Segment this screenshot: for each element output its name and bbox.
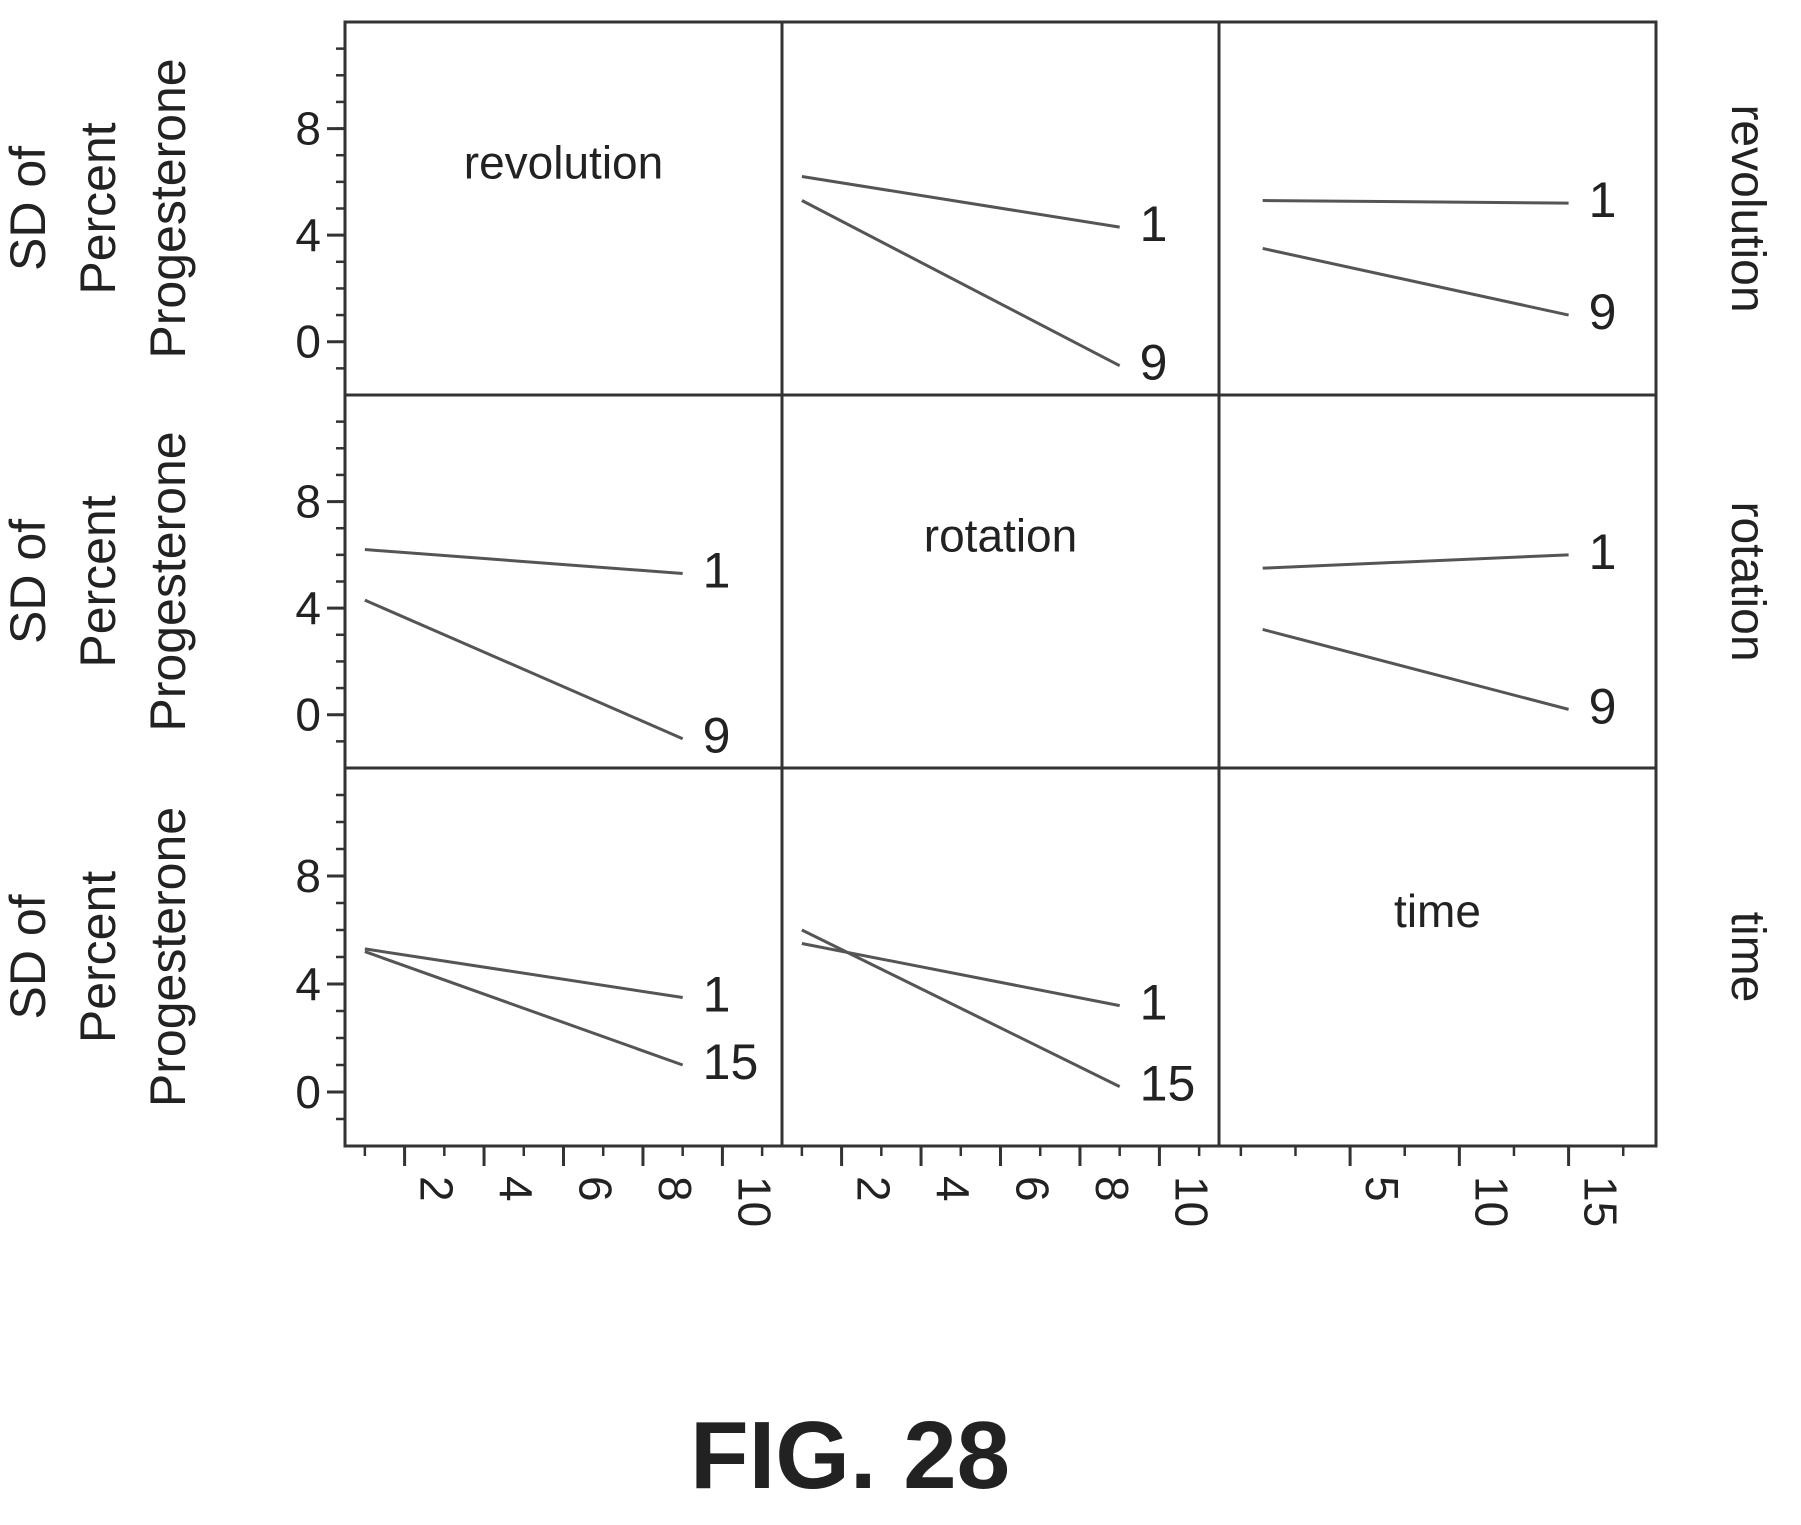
y-tick-label: 0: [295, 316, 321, 368]
panel-frame: [780, 393, 1221, 770]
series-end-label: 9: [703, 708, 731, 764]
series-line: [801, 928, 1121, 1088]
x-tick-label: 10: [1465, 1176, 1517, 1227]
panel-frame: [1217, 766, 1658, 1148]
y-axis-label-line: Progesterone: [140, 807, 196, 1107]
y-axis-label: SD of Percent Progesterone: [0, 807, 196, 1107]
series-end-label: 15: [703, 1034, 759, 1090]
y-axis-label: SD of Percent Progesterone: [0, 431, 196, 731]
series-line: [801, 942, 1120, 1008]
y-axis-label-line: Percent: [70, 122, 126, 294]
series-line: [1262, 628, 1569, 711]
y-tick-label: 0: [295, 1066, 321, 1118]
series-end-label: 1: [1589, 524, 1617, 580]
series-line: [364, 947, 683, 999]
x-tick-label: 4: [927, 1176, 979, 1202]
series-line: [364, 598, 684, 741]
series-end-label: 1: [703, 543, 731, 599]
row-factor-label: revolution: [1721, 104, 1774, 312]
y-tick-label: 8: [295, 476, 321, 528]
y-tick-label: 8: [295, 103, 321, 155]
x-tick-label: 10: [728, 1176, 780, 1227]
x-tick-label: 8: [649, 1176, 701, 1202]
y-axis-label-line: SD of: [0, 894, 56, 1019]
y-axis-label-line: Progesterone: [140, 431, 196, 731]
diagonal-factor-label: rotation: [924, 510, 1077, 562]
row-factor-label: rotation: [1721, 501, 1774, 661]
x-tick-label: 15: [1575, 1176, 1627, 1227]
series-line: [1262, 246, 1569, 317]
series-end-label: 1: [1589, 172, 1617, 228]
x-tick-label: 10: [1165, 1176, 1217, 1227]
diagonal-factor-label: time: [1394, 885, 1481, 937]
figure-caption: FIG. 28: [690, 1402, 1010, 1509]
x-tick-label: 2: [411, 1176, 463, 1202]
y-tick-label: 4: [295, 958, 321, 1010]
y-tick-label: 4: [295, 582, 321, 634]
row-factor-label: time: [1721, 912, 1774, 1003]
y-axis-label-line: Progesterone: [140, 58, 196, 358]
series-end-label: 9: [1589, 284, 1617, 340]
series-end-label: 15: [1140, 1056, 1196, 1112]
series-line: [1262, 199, 1569, 205]
series-end-label: 9: [1589, 678, 1617, 734]
x-tick-label: 4: [490, 1176, 542, 1202]
series-end-label: 1: [1140, 975, 1168, 1031]
x-tick-label: 6: [570, 1176, 622, 1202]
x-tick-label: 8: [1086, 1176, 1138, 1202]
y-tick-label: 4: [295, 209, 321, 261]
x-tick-label: 5: [1356, 1176, 1408, 1202]
series-end-label: 1: [1140, 196, 1168, 252]
y-tick-label: 8: [295, 850, 321, 902]
series-line: [801, 199, 1121, 368]
diagonal-factor-label: revolution: [464, 137, 663, 189]
y-axis-label-line: SD of: [0, 519, 56, 644]
panel-frame: [343, 20, 784, 397]
x-tick-label: 2: [848, 1176, 900, 1202]
series-line: [364, 950, 684, 1067]
y-axis-label: SD of Percent Progesterone: [0, 58, 196, 358]
series-line: [801, 175, 1120, 229]
series-line: [1262, 553, 1569, 570]
y-axis-label-line: Percent: [70, 871, 126, 1043]
y-tick-label: 0: [295, 689, 321, 741]
y-axis-label-line: SD of: [0, 146, 56, 271]
series-end-label: 1: [703, 967, 731, 1023]
y-axis-label-line: Percent: [70, 495, 126, 667]
series-line: [364, 548, 683, 576]
series-end-label: 9: [1140, 335, 1168, 391]
x-tick-label: 6: [1007, 1176, 1059, 1202]
